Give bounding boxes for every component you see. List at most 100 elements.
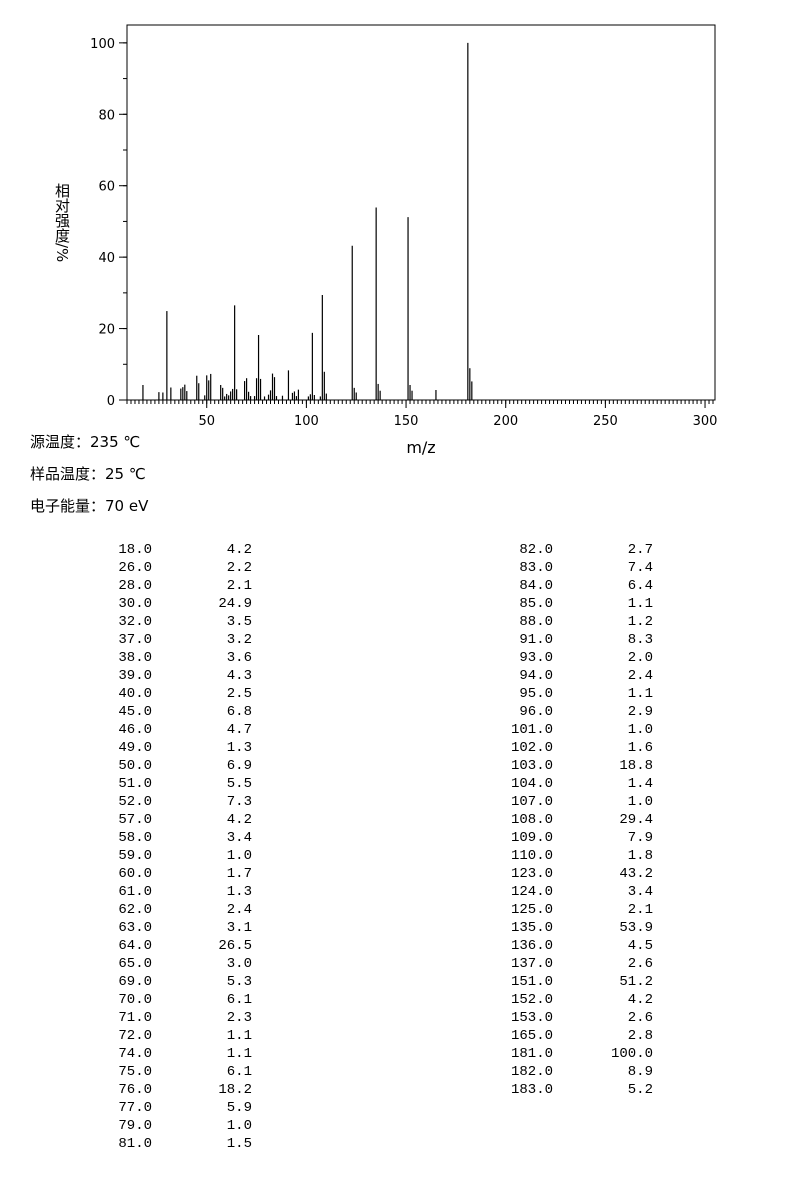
intensity-cell: 2.4: [227, 902, 252, 918]
mz-cell: 85.0: [519, 596, 553, 612]
intensity-cell: 29.4: [619, 812, 653, 828]
mz-cell: 152.0: [511, 992, 553, 1008]
intensity-cell: 7.4: [628, 560, 653, 576]
x-axis-label: m/z: [406, 438, 435, 457]
mz-cell: 65.0: [118, 956, 152, 972]
intensity-cell: 5.2: [628, 1082, 653, 1098]
intensity-cell: 6.1: [227, 1064, 252, 1080]
intensity-cell: 1.0: [628, 722, 653, 738]
mz-cell: 52.0: [118, 794, 152, 810]
y-tick-label: 40: [98, 251, 115, 266]
mz-cell: 51.0: [118, 776, 152, 792]
intensity-cell: 4.7: [227, 722, 252, 738]
intensity-cell: 53.9: [619, 920, 653, 936]
mz-cell: 108.0: [511, 812, 553, 828]
mz-cell: 63.0: [118, 920, 152, 936]
x-tick-label: 100: [294, 414, 319, 429]
intensity-cell: 3.0: [227, 956, 252, 972]
mz-cell: 124.0: [511, 884, 553, 900]
mz-cell: 137.0: [511, 956, 553, 972]
intensity-cell: 1.1: [227, 1028, 252, 1044]
intensity-cell: 3.6: [227, 650, 252, 666]
intensity-cell: 43.2: [619, 866, 653, 882]
mz-cell: 71.0: [118, 1010, 152, 1026]
intensity-cell: 4.2: [628, 992, 653, 1008]
intensity-cell: 6.9: [227, 758, 252, 774]
intensity-cell: 2.1: [227, 578, 252, 594]
intensity-cell: 6.1: [227, 992, 252, 1008]
mz-cell: 28.0: [118, 578, 152, 594]
mz-cell: 101.0: [511, 722, 553, 738]
mz-cell: 136.0: [511, 938, 553, 954]
intensity-cell: 1.1: [628, 686, 653, 702]
y-axis-label: 相对强度/%: [53, 183, 71, 262]
intensity-cell: 3.5: [227, 614, 252, 630]
mz-cell: 151.0: [511, 974, 553, 990]
intensity-cell: 2.5: [227, 686, 252, 702]
mz-cell: 26.0: [118, 560, 152, 576]
intensity-cell: 1.5: [227, 1136, 252, 1152]
mz-cell: 182.0: [511, 1064, 553, 1080]
mz-cell: 84.0: [519, 578, 553, 594]
mz-cell: 82.0: [519, 542, 553, 558]
intensity-cell: 2.0: [628, 650, 653, 666]
intensity-cell: 2.6: [628, 1010, 653, 1026]
intensity-cell: 4.5: [628, 938, 653, 954]
intensity-cell: 4.2: [227, 542, 252, 558]
plot-frame: [126, 24, 716, 401]
mz-cell: 183.0: [511, 1082, 553, 1098]
intensity-cell: 6.8: [227, 704, 252, 720]
mz-cell: 45.0: [118, 704, 152, 720]
mz-cell: 88.0: [519, 614, 553, 630]
intensity-cell: 2.8: [628, 1028, 653, 1044]
mz-cell: 153.0: [511, 1010, 553, 1026]
intensity-cell: 7.9: [628, 830, 653, 846]
condition: 电子能量：70 eV: [30, 497, 149, 515]
mz-cell: 57.0: [118, 812, 152, 828]
mz-cell: 94.0: [519, 668, 553, 684]
mz-cell: 83.0: [519, 560, 553, 576]
mz-cell: 18.0: [118, 542, 152, 558]
mz-cell: 49.0: [118, 740, 152, 756]
intensity-cell: 18.2: [218, 1082, 252, 1098]
intensity-cell: 5.5: [227, 776, 252, 792]
intensity-cell: 2.4: [628, 668, 653, 684]
condition: 源温度：235 ℃: [30, 433, 140, 451]
mz-cell: 64.0: [118, 938, 152, 954]
mz-cell: 165.0: [511, 1028, 553, 1044]
mz-cell: 95.0: [519, 686, 553, 702]
intensity-cell: 1.1: [227, 1046, 252, 1062]
y-tick-label: 60: [98, 180, 115, 195]
intensity-cell: 1.4: [628, 776, 653, 792]
mz-cell: 58.0: [118, 830, 152, 846]
mz-cell: 104.0: [511, 776, 553, 792]
mz-cell: 50.0: [118, 758, 152, 774]
intensity-cell: 1.2: [628, 614, 653, 630]
intensity-cell: 7.3: [227, 794, 252, 810]
mz-cell: 38.0: [118, 650, 152, 666]
intensity-cell: 24.9: [218, 596, 252, 612]
mz-cell: 93.0: [519, 650, 553, 666]
mz-cell: 81.0: [118, 1136, 152, 1152]
mz-cell: 76.0: [118, 1082, 152, 1098]
x-tick-label: 50: [198, 414, 215, 429]
mz-cell: 59.0: [118, 848, 152, 864]
mz-cell: 70.0: [118, 992, 152, 1008]
mz-cell: 40.0: [118, 686, 152, 702]
y-tick-label: 100: [90, 37, 115, 52]
mz-cell: 77.0: [118, 1100, 152, 1116]
y-tick-label: 20: [98, 323, 115, 338]
mz-cell: 74.0: [118, 1046, 152, 1062]
mz-cell: 37.0: [118, 632, 152, 648]
mz-cell: 181.0: [511, 1046, 553, 1062]
y-tick-label: 0: [107, 394, 115, 409]
intensity-cell: 51.2: [619, 974, 653, 990]
mz-cell: 107.0: [511, 794, 553, 810]
mz-cell: 91.0: [519, 632, 553, 648]
intensity-cell: 4.3: [227, 668, 252, 684]
mz-cell: 69.0: [118, 974, 152, 990]
mz-cell: 135.0: [511, 920, 553, 936]
intensity-cell: 6.4: [628, 578, 653, 594]
